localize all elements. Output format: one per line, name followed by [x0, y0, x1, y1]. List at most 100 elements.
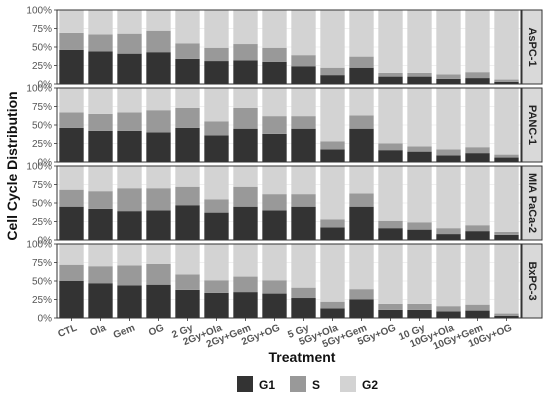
- bar-g1: [233, 60, 258, 84]
- bar-s: [262, 47, 287, 62]
- bar-g1: [233, 128, 258, 162]
- bar-g1: [204, 61, 229, 84]
- bar-g2: [349, 244, 374, 290]
- bar-s: [146, 263, 171, 285]
- bar-g2: [204, 88, 229, 122]
- bar-g2: [117, 244, 142, 266]
- bar-g2: [146, 10, 171, 31]
- y-tick-label: 100%: [26, 240, 52, 251]
- bar-s: [465, 72, 490, 79]
- bar-g1: [349, 128, 374, 162]
- bar-g1: [233, 206, 258, 240]
- bar-g2: [204, 166, 229, 200]
- bar-g1: [291, 128, 316, 162]
- bar-g2: [436, 244, 461, 307]
- bar-s: [436, 149, 461, 156]
- bar-g2: [175, 10, 200, 44]
- y-tick-label: 25%: [32, 295, 52, 306]
- bar-g1: [494, 315, 519, 318]
- bar-s: [465, 304, 490, 311]
- bar-g1: [146, 132, 171, 162]
- bar-s: [291, 116, 316, 129]
- bar-g2: [233, 166, 258, 187]
- bar-g1: [407, 309, 432, 318]
- y-tick-label: 75%: [32, 24, 52, 35]
- panel-panc-1: 0% 25% 50% 75% 100% PANC-1: [26, 84, 543, 169]
- facet-strip: [521, 9, 543, 85]
- x-tick-label: Gem: [112, 323, 137, 342]
- bar-g2: [436, 166, 461, 229]
- bar-g1: [175, 205, 200, 240]
- bar-g1: [88, 283, 113, 318]
- bar-g2: [378, 10, 403, 73]
- legend: G1 S G2: [237, 376, 378, 392]
- bar-g2: [233, 88, 258, 108]
- bar-g2: [175, 166, 200, 187]
- bar-g2: [233, 10, 258, 45]
- bar-g2: [88, 244, 113, 267]
- bar-s: [378, 143, 403, 151]
- bar-g2: [349, 88, 374, 116]
- bar-s: [291, 55, 316, 67]
- y-tick-label: 100%: [26, 84, 52, 95]
- bar-s: [175, 43, 200, 59]
- y-tick-label: 25%: [32, 61, 52, 72]
- bar-g1: [59, 127, 84, 162]
- bar-g2: [407, 88, 432, 147]
- bar-g2: [494, 166, 519, 232]
- x-axis-title: Treatment: [269, 349, 336, 365]
- bar-s: [407, 222, 432, 230]
- bar-g1: [175, 127, 200, 162]
- bar-g1: [117, 285, 142, 318]
- bar-g1: [204, 135, 229, 162]
- bar-s: [117, 188, 142, 212]
- bar-g2: [320, 244, 345, 302]
- bar-s: [378, 220, 403, 229]
- bar-g2: [436, 10, 461, 75]
- bar-g1: [320, 75, 345, 84]
- legend-swatch-g1: [237, 376, 253, 392]
- bar-g1: [378, 228, 403, 240]
- bar-g2: [117, 88, 142, 113]
- bar-g1: [320, 308, 345, 318]
- bar-g2: [407, 244, 432, 304]
- bar-g1: [349, 206, 374, 240]
- bar-s: [233, 186, 258, 207]
- bar-s: [88, 113, 113, 131]
- bar-s: [59, 32, 84, 50]
- bar-g2: [465, 88, 490, 148]
- bar-g1: [494, 234, 519, 240]
- panel-aspc-1: 0% 25% 50% 75% 100% AsPC-1: [26, 6, 543, 91]
- bar-g1: [436, 155, 461, 162]
- legend-swatch-s: [290, 376, 306, 392]
- bar-g1: [465, 310, 490, 318]
- bar-g1: [494, 157, 519, 162]
- bar-s: [349, 115, 374, 129]
- bar-g1: [262, 210, 287, 240]
- bar-g1: [494, 81, 519, 84]
- bar-s: [320, 67, 345, 76]
- bar-g1: [378, 309, 403, 318]
- y-tick-label: 0%: [38, 158, 53, 169]
- bar-g2: [436, 88, 461, 150]
- bar-s: [436, 74, 461, 79]
- bar-g2: [494, 10, 519, 80]
- panel-border: [56, 9, 522, 85]
- y-tick-label: 75%: [32, 258, 52, 269]
- bar-g1: [349, 299, 374, 318]
- bar-g2: [146, 166, 171, 189]
- facet-strip: [521, 243, 543, 319]
- bar-g1: [465, 153, 490, 162]
- bar-g2: [262, 10, 287, 48]
- facet-strip-label: PANC-1: [526, 105, 538, 145]
- bar-g1: [349, 67, 374, 84]
- bar-g2: [465, 166, 490, 226]
- bar-g1: [262, 133, 287, 162]
- bar-s: [494, 313, 519, 316]
- bar-s: [146, 30, 171, 53]
- bar-g2: [175, 88, 200, 108]
- bar-s: [349, 193, 374, 207]
- bar-s: [233, 276, 258, 293]
- legend-label-g1: G1: [259, 378, 275, 392]
- bar-s: [59, 112, 84, 128]
